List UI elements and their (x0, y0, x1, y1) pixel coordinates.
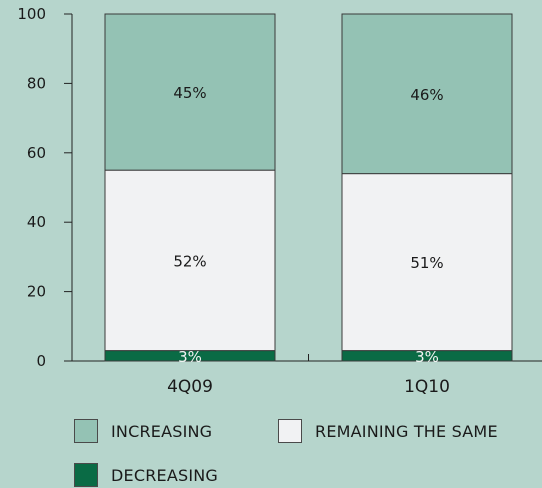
y-tick-label-60: 60 (27, 144, 46, 162)
legend-decreasing: DECREASING (74, 463, 218, 487)
y-tick-label-40: 40 (27, 213, 46, 231)
chart-axes: 0 20 40 60 80 100 (17, 5, 542, 370)
chart-labels: 3% 52% 45% 4Q09 3% 51% 46% 1Q10 (167, 84, 450, 397)
legend-decreasing-swatch (74, 463, 98, 487)
legend-remaining-label: REMAINING THE SAME (315, 421, 498, 441)
y-tick-label-0: 0 (36, 352, 46, 370)
y-tick-label-20: 20 (27, 283, 46, 301)
legend-decreasing-label: DECREASING (111, 465, 219, 485)
data-label-4q09-1: 52% (173, 252, 206, 270)
bar-segment-1q10-1 (341, 173, 513, 352)
legend-increasing-label: INCREASING (111, 421, 213, 441)
legend-remaining: REMAINING THE SAME (278, 419, 498, 443)
data-label-4q09-2: 45% (173, 84, 206, 102)
legend-increasing-swatch (74, 419, 98, 443)
y-tick-label-80: 80 (27, 74, 46, 92)
chart-bars (104, 13, 513, 362)
legend-remaining-swatch (278, 419, 302, 443)
data-label-1q10-2: 46% (410, 86, 443, 104)
data-label-1q10-0: 3% (415, 348, 439, 366)
bar-segment-4q09-2 (104, 13, 276, 171)
data-label-1q10-1: 51% (410, 254, 443, 272)
y-tick-label-100: 100 (17, 5, 46, 23)
x-tick-label-1q10: 1Q10 (404, 377, 450, 397)
data-label-4q09-0: 3% (178, 348, 202, 366)
bar-segment-4q09-1 (104, 169, 276, 352)
x-tick-label-4q09: 4Q09 (167, 377, 213, 397)
legend-increasing: INCREASING (74, 419, 212, 443)
bar-segment-1q10-2 (341, 13, 513, 175)
